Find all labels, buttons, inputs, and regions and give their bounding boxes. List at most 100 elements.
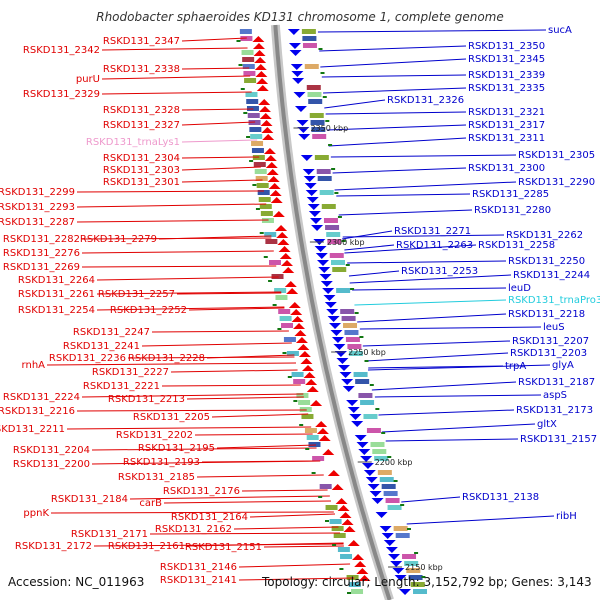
forward-gene-arrow: [252, 43, 265, 49]
right-connector: [317, 29, 547, 33]
forward-gene-arrow: [266, 169, 279, 175]
kbp-tick-label: 2350 kbp: [310, 124, 348, 133]
minor-tick: [293, 400, 298, 402]
reverse-gene-arrow: [331, 337, 344, 343]
left-gene-label: RSKD131_2162: [155, 524, 232, 535]
annotation-strip: [296, 393, 309, 398]
annotation-strip: [243, 71, 256, 76]
minor-tick: [369, 384, 374, 386]
annotation-strip: [250, 134, 263, 139]
minor-tick: [243, 112, 248, 114]
forward-gene-arrow: [331, 484, 344, 490]
kbp-tick-label: 2300 kbp: [327, 238, 365, 247]
annotation-strip: [413, 589, 428, 594]
reverse-gene-arrow: [306, 197, 319, 203]
annotation-strip: [242, 57, 255, 62]
reverse-gene-arrow: [315, 253, 328, 259]
reverse-gene-arrow: [347, 407, 360, 413]
annotation-strip: [291, 372, 304, 377]
right-connector: [325, 111, 467, 115]
reverse-gene-arrow: [293, 92, 306, 98]
minor-tick: [305, 448, 310, 450]
left-gene-label: RSKD131_2195: [138, 443, 215, 454]
left-connector: [50, 511, 334, 514]
forward-gene-arrow: [263, 148, 276, 154]
left-connector: [76, 190, 264, 193]
minor-tick: [263, 256, 268, 258]
right-connector: [327, 124, 467, 131]
left-connector: [76, 203, 267, 208]
annotation-strip: [265, 239, 278, 244]
right-gene-label: RSKD131_2258: [478, 240, 555, 251]
left-gene-label: RSKD131_2261: [18, 289, 95, 300]
forward-gene-arrow: [327, 470, 340, 476]
left-connector: [76, 409, 307, 412]
annotation-strip: [310, 120, 325, 125]
annotation-strip: [301, 29, 316, 34]
annotation-strip: [344, 330, 359, 335]
forward-gene-arrow: [258, 99, 271, 105]
annotation-strip: [283, 337, 296, 342]
forward-gene-arrow: [290, 309, 303, 315]
forward-gene-arrow: [269, 190, 282, 196]
minor-tick: [421, 576, 426, 578]
annotation-strip: [301, 414, 314, 419]
reverse-gene-arrow: [375, 512, 388, 518]
right-connector: [385, 438, 519, 442]
reverse-gene-arrow: [379, 526, 392, 532]
forward-gene-arrow: [286, 288, 299, 294]
reverse-gene-arrow: [290, 64, 303, 70]
annotation-strip: [251, 148, 264, 153]
minor-tick: [252, 184, 257, 186]
annotation-strip: [275, 295, 288, 300]
left-connector: [241, 489, 328, 492]
right-gene-label: RSKD131_2250: [508, 256, 585, 267]
minor-tick: [407, 528, 411, 530]
annotation-strip: [246, 99, 259, 104]
annotation-strip: [260, 211, 273, 216]
forward-gene-arrow: [339, 512, 352, 518]
forward-gene-arrow: [253, 50, 266, 56]
left-gene-label: RSKD131_2287: [0, 217, 75, 228]
left-connector: [238, 563, 351, 568]
right-gene-label: RSKD131_2157: [520, 434, 597, 445]
forward-gene-arrow: [256, 78, 269, 84]
minor-tick: [337, 216, 342, 218]
forward-gene-arrow: [293, 323, 306, 329]
reverse-gene-arrow: [360, 456, 373, 462]
forward-gene-arrow: [310, 400, 323, 406]
reverse-gene-arrow: [304, 183, 317, 189]
annotation-strip: [244, 78, 257, 83]
reverse-gene-arrow: [342, 386, 355, 392]
forward-gene-arrow: [258, 106, 271, 112]
annotation-strip: [293, 379, 306, 384]
annotation-strip: [331, 260, 346, 265]
forward-gene-arrow: [352, 554, 365, 560]
minor-tick: [277, 328, 282, 330]
forward-gene-arrow: [262, 134, 275, 140]
forward-gene-arrow: [343, 526, 356, 532]
reverse-gene-arrow: [354, 435, 367, 441]
left-gene-label: RSKD131_2257: [98, 289, 175, 300]
reverse-gene-arrow: [392, 568, 405, 574]
minor-tick: [400, 504, 405, 506]
right-gene-label: RSKD131_2290: [518, 177, 595, 188]
annotation-strip: [306, 85, 321, 90]
minor-tick: [381, 432, 386, 434]
reverse-gene-arrow: [300, 155, 313, 161]
annotation-strip: [255, 176, 268, 181]
left-gene-label: RSKD131_2171: [71, 529, 148, 540]
minor-tick: [325, 120, 330, 122]
right-gene-label: RSKD131_2218: [508, 309, 585, 320]
annotation-strip: [341, 316, 356, 321]
left-connector: [158, 235, 272, 240]
minor-tick: [339, 568, 344, 570]
left-connector: [176, 292, 282, 295]
reverse-gene-arrow: [351, 421, 364, 427]
map-title: Rhodobacter sphaeroides KD131 chromosome…: [96, 10, 504, 24]
left-connector: [163, 500, 331, 504]
right-gene-label: RSKD131_2285: [472, 189, 549, 200]
reverse-gene-arrow: [324, 302, 337, 308]
minor-tick: [341, 240, 346, 242]
